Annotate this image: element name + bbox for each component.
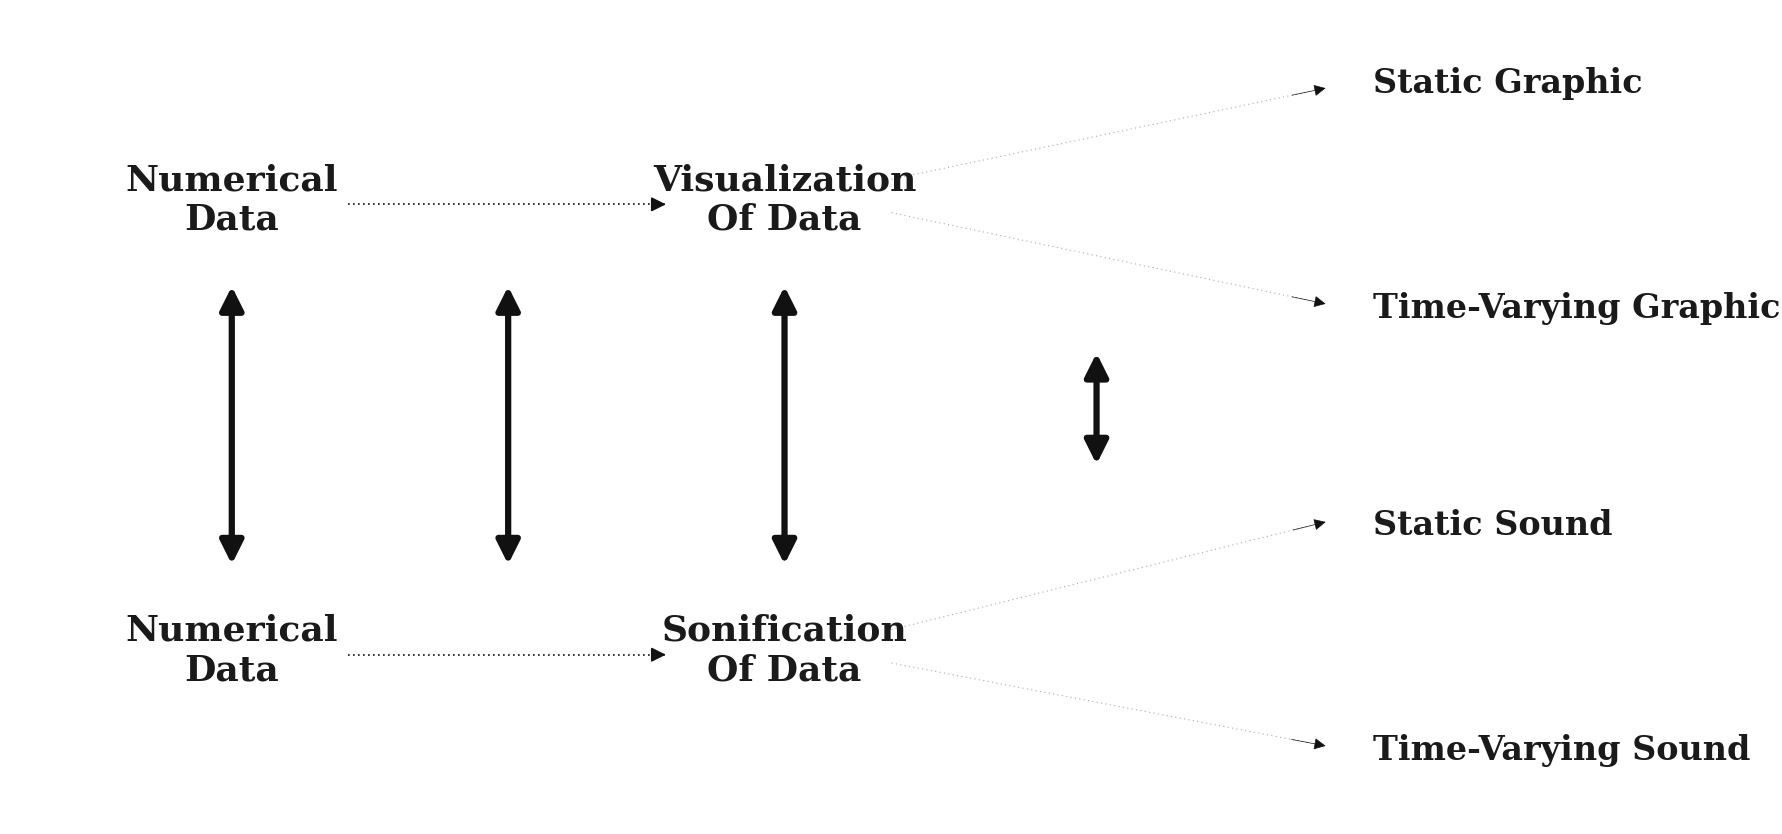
Text: Time-Varying Graphic: Time-Varying Graphic (1372, 292, 1780, 325)
Text: Static Sound: Static Sound (1372, 509, 1611, 542)
Text: Visualization
Of Data: Visualization Of Data (652, 163, 916, 237)
Text: Numerical
Data: Numerical Data (125, 163, 339, 237)
Text: Static Graphic: Static Graphic (1372, 67, 1641, 100)
Text: Time-Varying Sound: Time-Varying Sound (1372, 734, 1750, 767)
Text: Numerical
Data: Numerical Data (125, 614, 339, 687)
Text: Sonification
Of Data: Sonification Of Data (661, 614, 907, 687)
